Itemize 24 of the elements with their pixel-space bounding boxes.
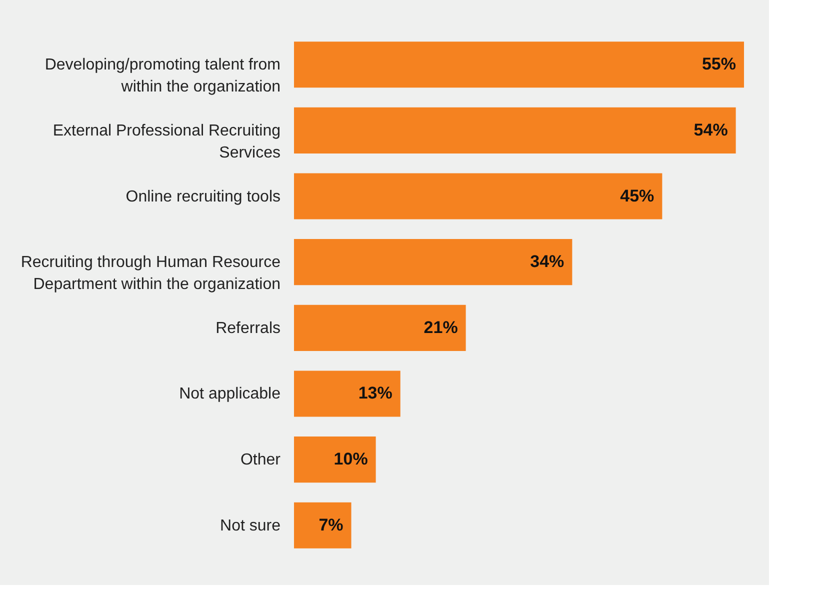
y-tick-label: Other bbox=[240, 452, 282, 469]
bar bbox=[294, 304, 466, 351]
y-tick-label: Not applicable bbox=[179, 386, 281, 403]
y-tick-label: Recruiting through Human Resource Department within the organization bbox=[20, 254, 281, 294]
bar bbox=[294, 436, 376, 483]
data-label: 13% bbox=[358, 384, 392, 403]
data-label: 34% bbox=[530, 252, 564, 272]
bar bbox=[294, 502, 352, 548]
y-tick-label: External Professional Recruiting Services bbox=[52, 122, 280, 162]
y-tick-label: Online recruiting tools bbox=[126, 188, 280, 206]
data-label: 10% bbox=[334, 450, 368, 469]
bar bbox=[294, 173, 662, 220]
data-label: 55% bbox=[702, 54, 736, 74]
bar bbox=[294, 370, 400, 417]
data-label: 45% bbox=[620, 186, 654, 206]
bar bbox=[294, 239, 572, 286]
bar bbox=[294, 42, 744, 88]
data-label: 54% bbox=[694, 120, 728, 140]
bar bbox=[294, 107, 736, 154]
data-label: 21% bbox=[424, 318, 458, 337]
data-label: 7% bbox=[318, 515, 344, 534]
y-tick-label: Referrals bbox=[216, 320, 280, 337]
y-tick-label: Developing/promoting talent from within the organization bbox=[44, 56, 280, 96]
y-tick-label: Not sure bbox=[220, 517, 281, 534]
